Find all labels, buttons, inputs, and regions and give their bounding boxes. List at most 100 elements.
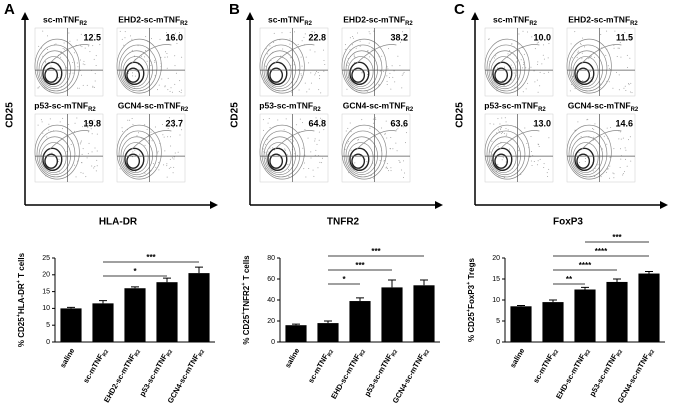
event-dot xyxy=(178,90,180,92)
event-dot xyxy=(512,67,514,69)
contour xyxy=(572,142,599,173)
event-dot xyxy=(606,30,608,32)
event-dot xyxy=(354,56,356,58)
event-dot xyxy=(158,162,160,164)
event-dot xyxy=(314,51,316,53)
event-dot xyxy=(488,38,490,40)
event-dot xyxy=(302,147,304,149)
event-dot xyxy=(403,126,405,128)
significance-label: * xyxy=(133,267,137,276)
contour xyxy=(126,153,141,169)
event-dot xyxy=(357,32,359,34)
event-dot xyxy=(619,42,621,44)
bar xyxy=(60,308,82,342)
event-dot xyxy=(622,137,624,139)
event-dot xyxy=(624,32,626,34)
event-dot xyxy=(355,47,357,49)
event-dot xyxy=(157,152,159,154)
y-tick-label: 20 xyxy=(42,272,50,279)
event-dot xyxy=(141,55,143,57)
contour xyxy=(116,124,162,180)
event-dot xyxy=(623,39,625,41)
event-dot xyxy=(134,75,136,77)
event-dot xyxy=(131,38,133,40)
quadrant-percent: 64.8 xyxy=(308,118,326,128)
contour xyxy=(261,44,301,92)
event-dot xyxy=(548,137,550,139)
event-dot xyxy=(266,154,268,156)
event-dot xyxy=(366,161,368,163)
event-dot xyxy=(396,129,398,131)
event-dot xyxy=(119,30,121,32)
event-dot xyxy=(47,35,49,37)
event-dot xyxy=(180,92,182,94)
event-dot xyxy=(368,42,370,44)
event-dot xyxy=(171,91,173,93)
event-dot xyxy=(386,163,388,165)
event-dot xyxy=(361,119,363,121)
flow-plot xyxy=(34,27,104,97)
event-dot xyxy=(350,149,352,151)
event-dot xyxy=(588,58,590,60)
event-dot xyxy=(155,166,157,168)
event-dot xyxy=(146,128,148,130)
bar xyxy=(542,302,564,342)
event-dot xyxy=(95,170,97,172)
event-dot xyxy=(523,62,525,64)
contour xyxy=(49,130,90,150)
event-dot xyxy=(317,167,319,169)
event-dot xyxy=(510,64,512,66)
event-dot xyxy=(497,118,499,120)
event-dot xyxy=(378,83,380,85)
event-dot xyxy=(263,129,265,131)
contour xyxy=(116,38,162,94)
event-dot xyxy=(402,160,404,162)
event-dot xyxy=(292,140,294,142)
error-bar xyxy=(388,279,396,288)
event-dot xyxy=(124,37,126,39)
event-dot xyxy=(520,174,522,176)
event-dot xyxy=(390,148,392,150)
event-dot xyxy=(619,167,621,169)
event-dot xyxy=(310,72,312,74)
y-axis-label: % CD25+FoxP3+ Tregs xyxy=(466,257,476,341)
event-dot xyxy=(283,129,285,131)
contour xyxy=(492,61,513,86)
event-dot xyxy=(344,148,346,150)
event-dot xyxy=(95,55,97,57)
event-dot xyxy=(318,78,320,80)
event-dot xyxy=(82,84,84,86)
flow-plot-title: p53-sc-mTNFR2 xyxy=(484,100,546,112)
event-dot xyxy=(80,33,82,35)
quadrant-percent: 14.6 xyxy=(615,118,633,128)
event-dot xyxy=(74,122,76,124)
event-dot xyxy=(381,127,383,129)
event-dot xyxy=(348,62,350,64)
event-dot xyxy=(537,41,539,43)
significance-label: *** xyxy=(612,233,622,242)
significance-label: *** xyxy=(146,253,156,262)
event-dot xyxy=(613,47,615,49)
quadrant-percent: 12.5 xyxy=(83,32,101,42)
event-dot xyxy=(388,77,390,79)
event-dot xyxy=(305,56,307,58)
event-dot xyxy=(624,147,626,149)
event-dot xyxy=(352,37,354,39)
event-dot xyxy=(94,166,96,168)
event-dot xyxy=(373,30,375,32)
event-dot xyxy=(531,164,533,166)
event-dot xyxy=(308,168,310,170)
event-dot xyxy=(314,72,316,74)
event-dot xyxy=(403,172,405,174)
event-dot xyxy=(505,121,507,123)
event-dot xyxy=(96,120,98,122)
event-dot xyxy=(277,119,279,121)
event-dot xyxy=(308,62,310,64)
event-dot xyxy=(289,38,291,40)
y-tick-label: 80 xyxy=(267,255,275,262)
event-dot xyxy=(150,65,152,67)
contour xyxy=(263,136,296,176)
error-bar xyxy=(645,270,653,274)
event-dot xyxy=(499,127,501,129)
event-dot xyxy=(286,154,288,156)
